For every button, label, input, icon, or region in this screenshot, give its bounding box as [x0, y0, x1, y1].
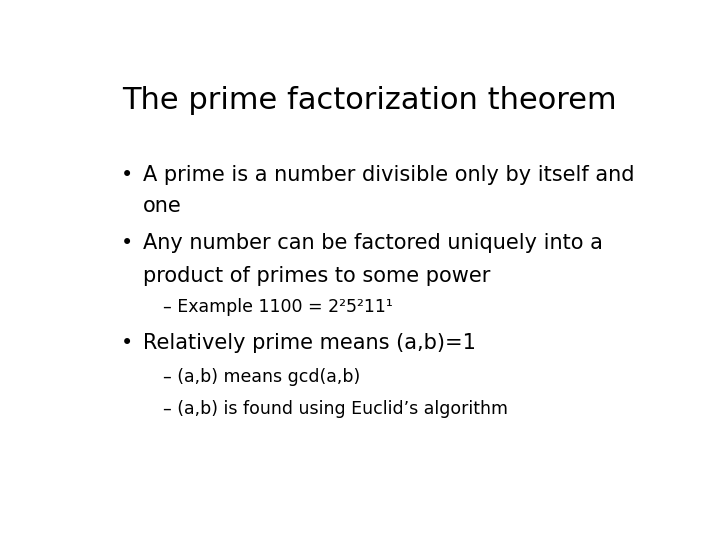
Text: Any number can be factored uniquely into a: Any number can be factored uniquely into… — [143, 233, 603, 253]
Text: Relatively prime means (a,b)=1: Relatively prime means (a,b)=1 — [143, 333, 476, 353]
Text: •: • — [121, 333, 133, 353]
Text: A prime is a number divisible only by itself and: A prime is a number divisible only by it… — [143, 165, 634, 185]
Text: one: one — [143, 196, 181, 216]
Text: – (a,b) means gcd(a,b): – (a,b) means gcd(a,b) — [163, 368, 360, 386]
Text: – Example 1100 = 2²5²11¹: – Example 1100 = 2²5²11¹ — [163, 298, 392, 316]
Text: The prime factorization theorem: The prime factorization theorem — [122, 85, 616, 114]
Text: – (a,b) is found using Euclid’s algorithm: – (a,b) is found using Euclid’s algorith… — [163, 400, 508, 417]
Text: •: • — [121, 233, 133, 253]
Text: product of primes to some power: product of primes to some power — [143, 266, 490, 286]
Text: •: • — [121, 165, 133, 185]
